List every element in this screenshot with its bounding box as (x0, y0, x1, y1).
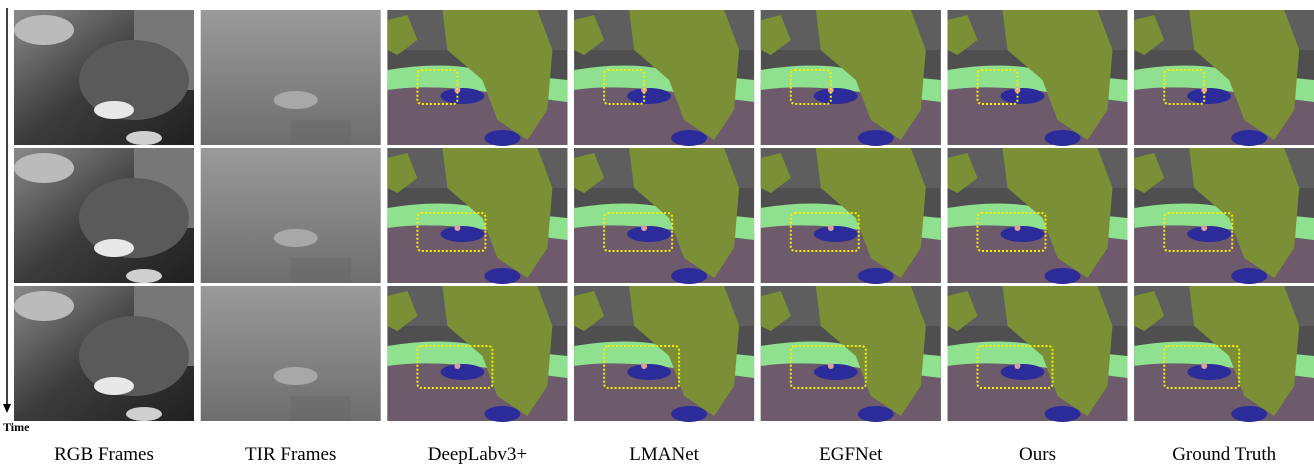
image-panel (574, 286, 754, 422)
column-label: DeepLabv3+ (428, 444, 527, 465)
column-label: EGFNet (819, 444, 883, 465)
image-panel (948, 286, 1128, 422)
column-label: TIR Frames (245, 444, 336, 465)
image-panel (14, 10, 194, 145)
image-panel (1134, 286, 1314, 422)
image-panel (387, 148, 567, 284)
image-panel (948, 10, 1128, 146)
time-label: Time (3, 420, 30, 434)
image-panel (761, 10, 941, 146)
image-panel (387, 286, 567, 422)
image-panel (14, 148, 194, 283)
image-panel (574, 148, 754, 284)
image-panel (1134, 148, 1314, 284)
image-panel (574, 10, 754, 146)
image-panel (1134, 10, 1314, 146)
image-panel (14, 286, 194, 421)
column-label: LMANet (629, 444, 699, 465)
image-panel (761, 148, 941, 284)
image-panel (201, 148, 381, 283)
image-panel (948, 148, 1128, 284)
figure: Time RGB Frames TIR Frames DeepLabv3+ LMANe… (0, 0, 1314, 465)
image-panel (761, 286, 941, 422)
time-arrow-head (3, 404, 11, 413)
image-panel (387, 10, 567, 146)
image-panel (201, 10, 381, 145)
image-panel (201, 286, 381, 421)
column-label: RGB Frames (54, 444, 154, 465)
column-label: Ours (1019, 444, 1056, 465)
column-label: Ground Truth (1172, 444, 1276, 465)
